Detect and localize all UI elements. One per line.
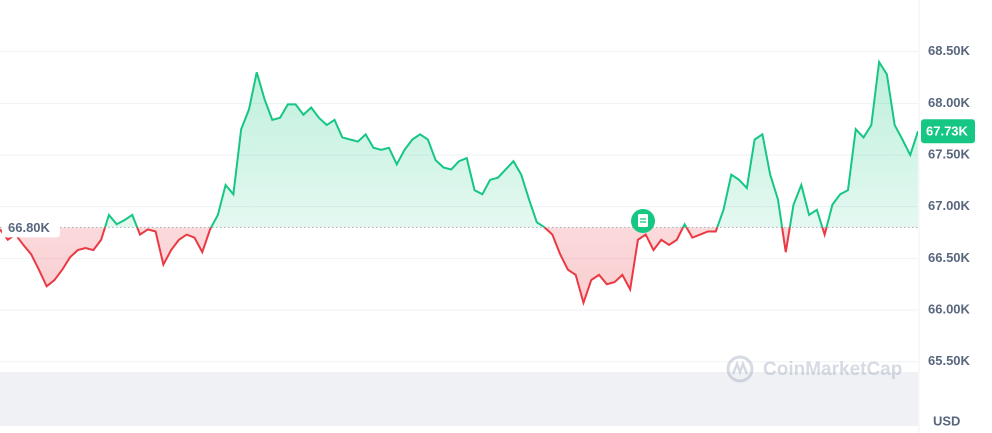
y-tick-label: 66.50K bbox=[928, 250, 971, 265]
price-line-up bbox=[103, 59, 918, 228]
price-line-down bbox=[0, 227, 828, 307]
price-badge-label: 67.73K bbox=[926, 124, 969, 139]
watermark: CoinMarketCap bbox=[726, 355, 902, 383]
watermark-text: CoinMarketCap bbox=[763, 359, 902, 380]
area-up bbox=[105, 62, 918, 228]
y-tick-label: 66.00K bbox=[928, 301, 971, 316]
volume-band bbox=[0, 372, 918, 426]
y-tick-label: 68.50K bbox=[928, 43, 971, 58]
baseline-label: 66.80K bbox=[8, 220, 51, 235]
news-icon[interactable] bbox=[631, 209, 655, 233]
price-badge bbox=[921, 119, 975, 144]
area-down bbox=[0, 227, 918, 303]
y-tick-label: 68.00K bbox=[928, 95, 971, 110]
currency-label: USD bbox=[933, 413, 960, 428]
baseline-label-bg bbox=[2, 217, 60, 238]
y-tick-label: 67.00K bbox=[928, 198, 971, 213]
y-tick-label: 65.50K bbox=[928, 353, 971, 368]
y-tick-label: 67.50K bbox=[928, 146, 971, 161]
plot: 66.80K bbox=[0, 59, 918, 307]
